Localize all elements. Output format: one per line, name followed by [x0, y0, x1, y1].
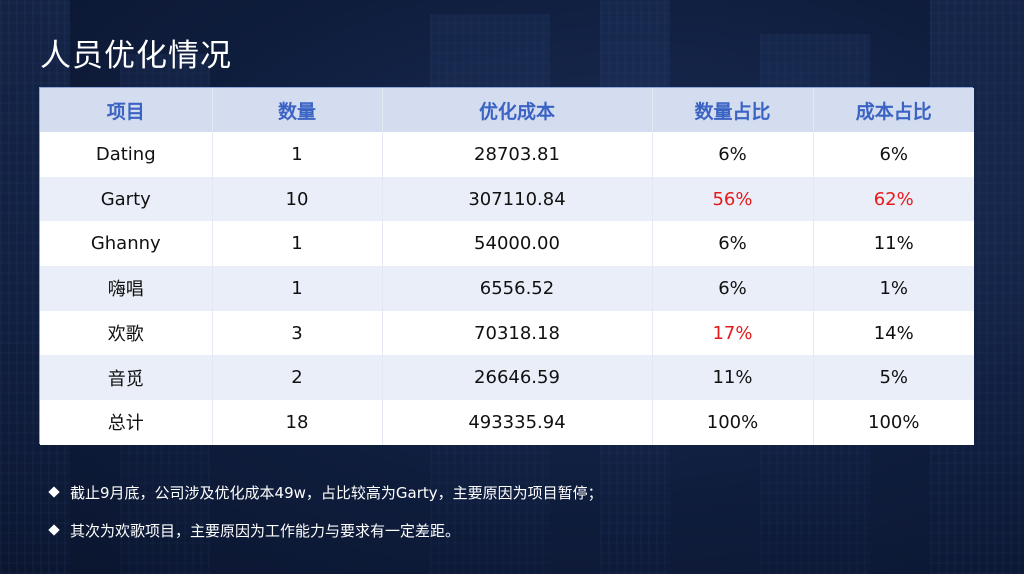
cell-cost-ratio: 1% [879, 277, 909, 299]
cell-cost: 493335.94 [382, 400, 653, 445]
cell-cost: 307110.84 [382, 176, 653, 222]
table-total-row: 总计 18 493335.94 100% 100% [40, 400, 974, 445]
note-text: 截止9月底，公司涉及优化成本49w，占比较高为Garty，主要原因为项目暂停； [70, 483, 603, 502]
table-header-row: 项目 数量 优化成本 数量占比 成本占比 [40, 88, 974, 132]
cell-project: Dating [40, 132, 213, 177]
header-project: 项目 [40, 88, 213, 132]
header-count: 数量 [212, 88, 383, 132]
cell-count-ratio: 6% [652, 221, 814, 267]
note-text: 其次为欢歌项目，主要原因为工作能力与要求有一定差距。 [70, 521, 461, 540]
cell-cost-ratio: 14% [873, 322, 914, 344]
header-cost: 优化成本 [382, 88, 653, 132]
cell-count: 2 [212, 355, 383, 401]
cell-cost-ratio-highlight: 62% [873, 188, 914, 210]
cell-count-ratio-highlight: 56% [652, 176, 814, 222]
cell-cost-ratio: 100% [868, 411, 920, 433]
diamond-bullet-icon [48, 486, 60, 498]
table-row: 音觅 2 26646.59 11% 5% [40, 355, 974, 401]
cell-cost-ratio: 6% [879, 143, 909, 165]
table-row: Garty 10 307110.84 56% 62% [40, 176, 974, 222]
cell-cost-ratio: 11% [873, 233, 914, 255]
page-title: 人员优化情况 [40, 38, 232, 74]
cell-cost: 54000.00 [382, 221, 653, 267]
cell-cost: 6556.52 [382, 266, 653, 311]
notes-list: 截止9月底，公司涉及优化成本49w，占比较高为Garty，主要原因为项目暂停； … [48, 480, 603, 556]
cell-count: 1 [212, 132, 383, 177]
cell-project: 总计 [40, 400, 213, 445]
table-row: Ghanny 1 54000.00 6% 11% [40, 221, 974, 267]
diamond-bullet-icon [48, 524, 60, 536]
cell-project: Garty [40, 176, 213, 222]
cell-project: Ghanny [40, 221, 213, 267]
cell-count-ratio: 6% [652, 132, 814, 177]
header-cost-ratio: 成本占比 [855, 100, 932, 123]
cell-count: 3 [212, 310, 383, 356]
header-count-ratio: 数量占比 [652, 88, 814, 132]
cell-project: 嗨唱 [40, 266, 213, 311]
cell-count: 1 [212, 266, 383, 311]
note-item: 截止9月底，公司涉及优化成本49w，占比较高为Garty，主要原因为项目暂停； [48, 480, 603, 504]
cell-count-ratio: 6% [652, 266, 814, 311]
cell-project: 欢歌 [40, 310, 213, 356]
cell-count: 10 [212, 176, 383, 222]
cell-cost: 70318.18 [382, 310, 653, 356]
cell-cost: 28703.81 [382, 132, 653, 177]
table-row: 欢歌 3 70318.18 17% 14% [40, 310, 974, 356]
table-row: 嗨唱 1 6556.52 6% 1% [40, 266, 974, 311]
cell-count: 18 [212, 400, 383, 445]
cell-count-ratio-highlight: 17% [652, 310, 814, 356]
note-item: 其次为欢歌项目，主要原因为工作能力与要求有一定差距。 [48, 518, 603, 542]
cell-count-ratio: 100% [652, 400, 814, 445]
cell-count-ratio: 11% [652, 355, 814, 401]
optimization-table: 项目 数量 优化成本 数量占比 成本占比 Dating 1 28703.81 6… [39, 87, 974, 445]
cell-project: 音觅 [40, 355, 213, 401]
table-row: Dating 1 28703.81 6% 6% [40, 132, 974, 177]
cell-count: 1 [212, 221, 383, 267]
cell-cost: 26646.59 [382, 355, 653, 401]
cell-cost-ratio: 5% [879, 367, 909, 389]
